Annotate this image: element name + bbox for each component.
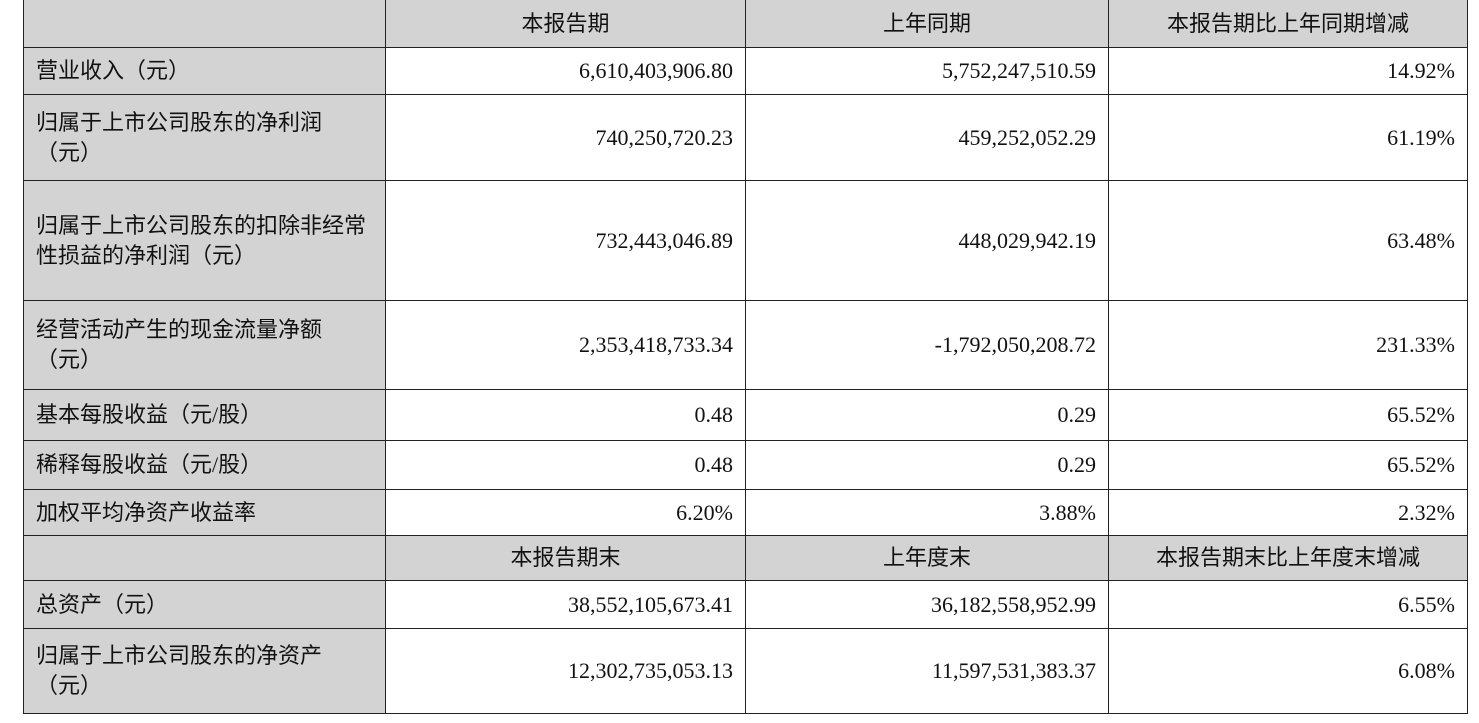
cell: 6,610,403,906.80	[385, 47, 746, 95]
row-label: 归属于上市公司股东的净利润（元）	[23, 94, 386, 181]
row-label: 加权平均净资产收益率	[23, 489, 386, 536]
cell: 6.08%	[1108, 628, 1468, 714]
table-row: 加权平均净资产收益率 6.20% 3.88% 2.32%	[23, 489, 1468, 536]
cell: 6.55%	[1108, 580, 1468, 629]
row-label: 营业收入（元）	[23, 47, 386, 95]
cell: 0.48	[385, 389, 746, 441]
cell: 65.52%	[1108, 440, 1468, 490]
cell: 63.48%	[1108, 180, 1468, 301]
row-label: 归属于上市公司股东的扣除非经常性损益的净利润（元）	[23, 180, 386, 301]
cell: 0.29	[745, 389, 1109, 441]
cell: 11,597,531,383.37	[745, 628, 1109, 714]
cell: 0.48	[385, 440, 746, 490]
table-row: 归属于上市公司股东的净资产（元） 12,302,735,053.13 11,59…	[23, 628, 1468, 714]
cell: 36,182,558,952.99	[745, 580, 1109, 629]
header-cell: 本报告期	[385, 0, 746, 48]
row-label: 总资产（元）	[23, 580, 386, 629]
row-label: 基本每股收益（元/股）	[23, 389, 386, 441]
table-row: 归属于上市公司股东的扣除非经常性损益的净利润（元） 732,443,046.89…	[23, 180, 1468, 301]
header-cell: 本报告期比上年同期增减	[1108, 0, 1468, 48]
row-label: 经营活动产生的现金流量净额（元）	[23, 300, 386, 390]
cell: 448,029,942.19	[745, 180, 1109, 301]
cell: 732,443,046.89	[385, 180, 746, 301]
cell: 740,250,720.23	[385, 94, 746, 181]
table-row: 营业收入（元） 6,610,403,906.80 5,752,247,510.5…	[23, 47, 1468, 95]
table-row: 总资产（元） 38,552,105,673.41 36,182,558,952.…	[23, 580, 1468, 629]
header-cell: 上年同期	[745, 0, 1109, 48]
header-row: 本报告期 上年同期 本报告期比上年同期增减	[23, 0, 1468, 48]
header-cell	[23, 0, 386, 48]
cell: 5,752,247,510.59	[745, 47, 1109, 95]
header-cell: 本报告期末比上年度末增减	[1108, 535, 1468, 581]
header-cell: 上年度末	[745, 535, 1109, 581]
cell: 0.29	[745, 440, 1109, 490]
cell: 61.19%	[1108, 94, 1468, 181]
cell: 65.52%	[1108, 389, 1468, 441]
table-row: 归属于上市公司股东的净利润（元） 740,250,720.23 459,252,…	[23, 94, 1468, 181]
header-cell: 本报告期末	[385, 535, 746, 581]
cell: 3.88%	[745, 489, 1109, 536]
cell: -1,792,050,208.72	[745, 300, 1109, 390]
cell: 12,302,735,053.13	[385, 628, 746, 714]
cell: 231.33%	[1108, 300, 1468, 390]
cell: 459,252,052.29	[745, 94, 1109, 181]
row-label: 归属于上市公司股东的净资产（元）	[23, 628, 386, 714]
table-row: 基本每股收益（元/股） 0.48 0.29 65.52%	[23, 389, 1468, 441]
header-row: 本报告期末 上年度末 本报告期末比上年度末增减	[23, 535, 1468, 581]
table-row: 经营活动产生的现金流量净额（元） 2,353,418,733.34 -1,792…	[23, 300, 1468, 390]
cell: 2,353,418,733.34	[385, 300, 746, 390]
row-label: 稀释每股收益（元/股）	[23, 440, 386, 490]
cell: 14.92%	[1108, 47, 1468, 95]
financial-summary-table: 本报告期 上年同期 本报告期比上年同期增减 营业收入（元） 6,610,403,…	[23, 0, 1468, 714]
cell: 2.32%	[1108, 489, 1468, 536]
cell: 38,552,105,673.41	[385, 580, 746, 629]
header-cell	[23, 535, 386, 581]
cell: 6.20%	[385, 489, 746, 536]
table-row: 稀释每股收益（元/股） 0.48 0.29 65.52%	[23, 440, 1468, 490]
